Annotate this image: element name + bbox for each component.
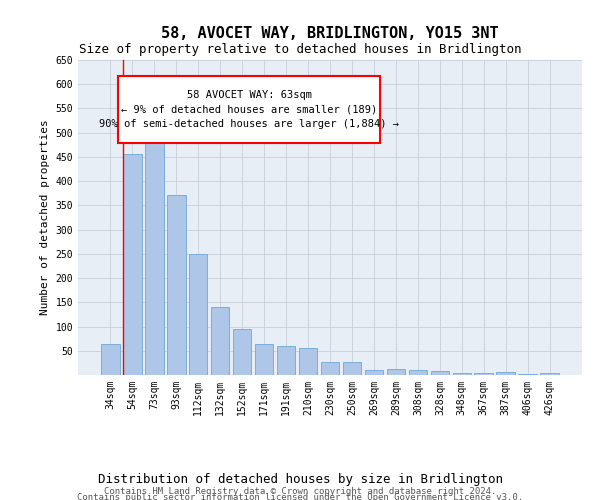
Bar: [299, 348, 317, 375]
Bar: [211, 307, 229, 375]
Bar: [145, 124, 164, 375]
Bar: [189, 254, 208, 375]
Bar: [475, 372, 493, 375]
Bar: [101, 344, 119, 375]
Bar: [431, 371, 449, 375]
Bar: [167, 194, 185, 375]
Bar: [277, 346, 295, 375]
Text: Contains HM Land Registry data © Crown copyright and database right 2024.: Contains HM Land Registry data © Crown c…: [104, 487, 496, 496]
Text: Distribution of detached houses by size in Bridlington: Distribution of detached houses by size …: [97, 472, 503, 486]
Bar: [518, 374, 537, 375]
Text: Size of property relative to detached houses in Bridlington: Size of property relative to detached ho…: [79, 42, 521, 56]
Text: Contains public sector information licensed under the Open Government Licence v3: Contains public sector information licen…: [77, 494, 523, 500]
FancyBboxPatch shape: [118, 76, 380, 144]
Bar: [255, 344, 274, 375]
Bar: [452, 372, 471, 375]
Bar: [320, 362, 340, 375]
Title: 58, AVOCET WAY, BRIDLINGTON, YO15 3NT: 58, AVOCET WAY, BRIDLINGTON, YO15 3NT: [161, 26, 499, 41]
Text: 58 AVOCET WAY: 63sqm
← 9% of detached houses are smaller (189)
90% of semi-detac: 58 AVOCET WAY: 63sqm ← 9% of detached ho…: [100, 90, 400, 130]
Bar: [233, 329, 251, 375]
Bar: [343, 362, 361, 375]
Y-axis label: Number of detached properties: Number of detached properties: [40, 120, 50, 316]
Bar: [365, 370, 383, 375]
Bar: [386, 369, 405, 375]
Bar: [541, 373, 559, 375]
Bar: [409, 370, 427, 375]
Bar: [123, 154, 142, 375]
Bar: [496, 372, 515, 375]
